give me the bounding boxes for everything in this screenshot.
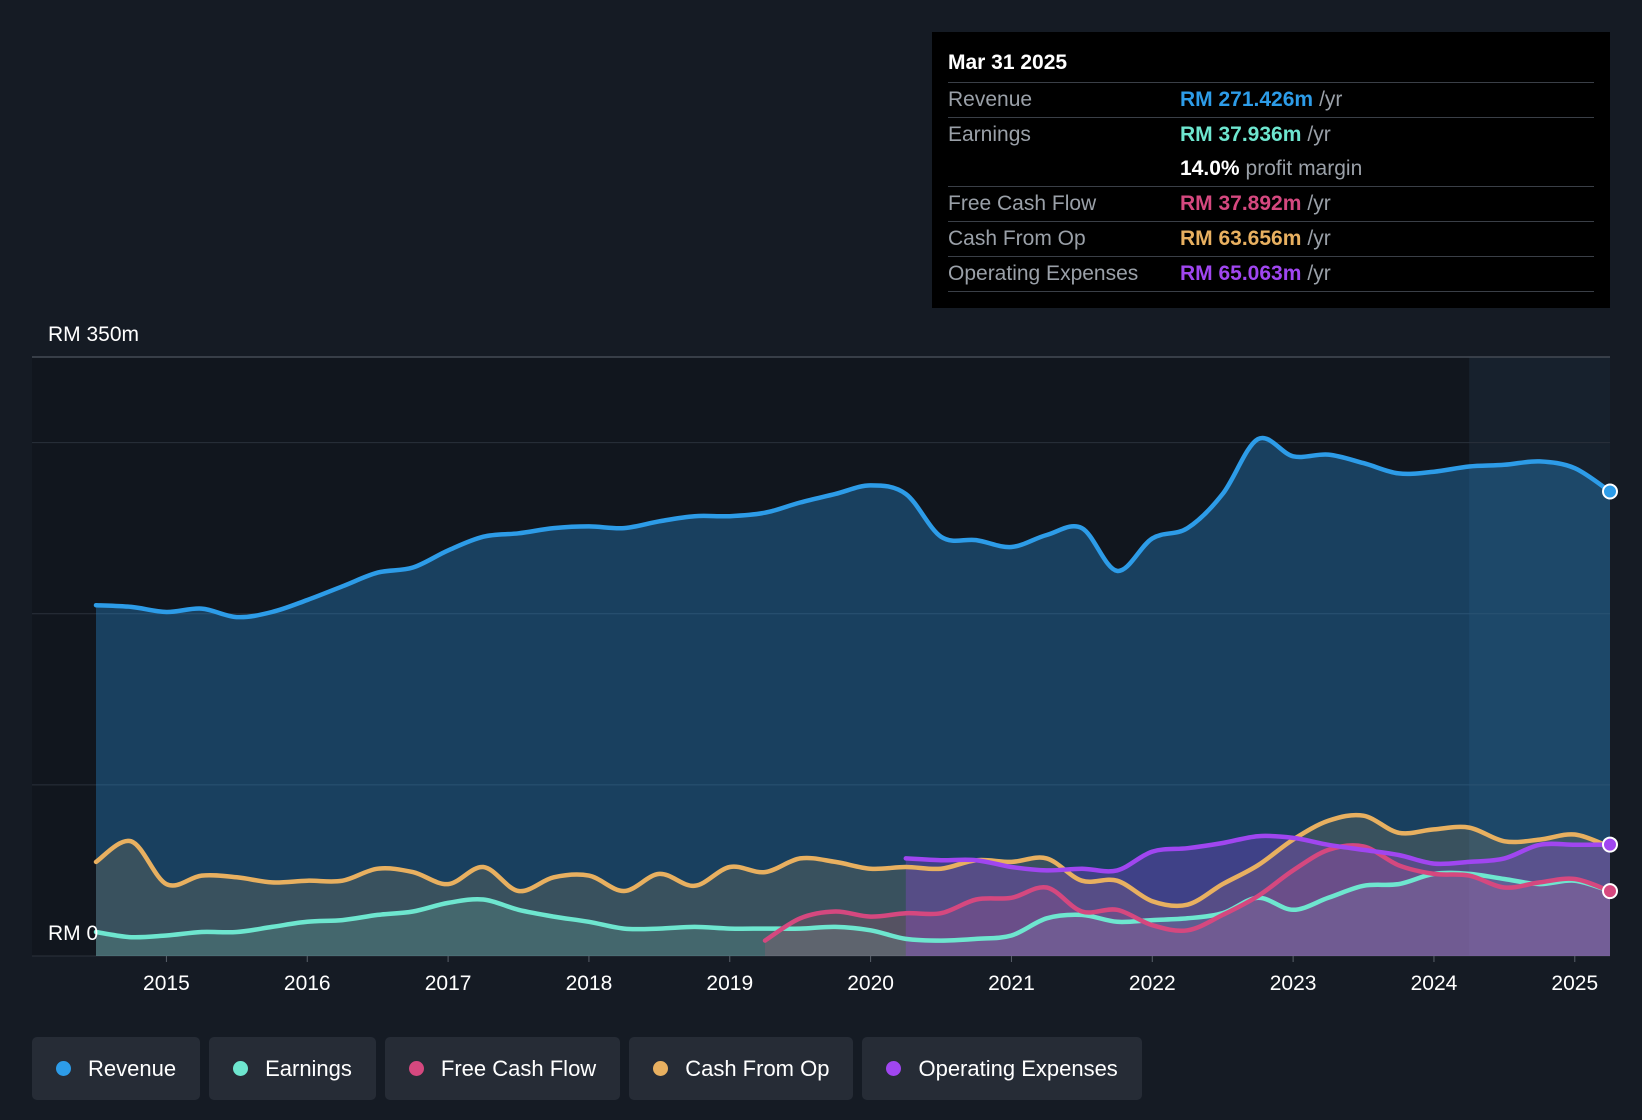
tooltip-unit: /yr <box>1307 192 1331 215</box>
tooltip-row-earnings: Earnings RM 37.936m /yr <box>948 118 1594 152</box>
series-area-revenue <box>96 437 1610 956</box>
tooltip-label: Cash From Op <box>948 227 1086 250</box>
tooltip-label: Revenue <box>948 88 1033 111</box>
tooltip-unit: /yr <box>1307 123 1331 146</box>
past-region <box>32 357 1470 956</box>
series-line-earnings <box>93 870 1613 943</box>
legend-label: Revenue <box>88 1055 177 1081</box>
legend-label: Free Cash Flow <box>440 1055 597 1081</box>
x-tick-label: 2024 <box>1411 972 1458 995</box>
x-tick-label: 2020 <box>847 972 894 995</box>
x-tick-label: 2022 <box>1129 972 1176 995</box>
tooltip-value: RM 65.063m <box>1180 262 1302 285</box>
legend-dot-icon <box>233 1061 249 1076</box>
end-marker-revenue <box>1602 483 1618 500</box>
tooltip-row-revenue: Revenue RM 271.426m /yr <box>948 83 1594 118</box>
legend: Revenue Earnings Free Cash Flow Cash Fro… <box>32 1037 1142 1100</box>
series-line-cash-from-op <box>93 812 1613 909</box>
x-tick-label: 2016 <box>284 972 331 995</box>
tooltip-panel: Mar 31 2025 Revenue RM 271.426m /yr Earn… <box>932 32 1610 308</box>
legend-label: Cash From Op <box>685 1055 830 1081</box>
tooltip-date: Mar 31 2025 <box>948 46 1594 83</box>
tooltip-unit: /yr <box>1319 88 1343 111</box>
legend-dot-icon <box>653 1061 669 1076</box>
legend-label: Operating Expenses <box>918 1055 1118 1081</box>
tooltip-label: Free Cash Flow <box>948 192 1097 215</box>
x-tick-label: 2021 <box>988 972 1035 995</box>
tooltip-value: RM 63.656m <box>1180 227 1302 250</box>
recent-region <box>1469 357 1610 956</box>
x-tick-label: 2025 <box>1551 972 1598 995</box>
tooltip-row-operating-expenses: Operating Expenses RM 65.063m /yr <box>948 257 1594 292</box>
legend-dot-icon <box>56 1061 71 1076</box>
series-line-free-cash-flow <box>762 843 1613 943</box>
legend-item-free-cash-flow[interactable]: Free Cash Flow <box>384 1037 621 1100</box>
legend-item-earnings[interactable]: Earnings <box>209 1037 376 1100</box>
tooltip-value: RM 271.426m <box>1180 88 1314 111</box>
x-tick-label: 2017 <box>425 972 472 995</box>
tooltip-row-free-cash-flow: Free Cash Flow RM 37.892m /yr <box>948 187 1594 222</box>
end-marker-free-cash-flow <box>1602 883 1618 900</box>
tooltip-label: Operating Expenses <box>948 262 1139 285</box>
legend-dot-icon <box>408 1061 424 1076</box>
x-tick-label: 2023 <box>1270 972 1317 995</box>
tooltip-unit: /yr <box>1307 262 1331 285</box>
series-area-earnings <box>96 872 1610 956</box>
x-tick-label: 2015 <box>143 972 190 995</box>
y-axis-label-top: RM 350m <box>48 323 139 346</box>
tooltip-row-margin: 14.0% profit margin <box>948 152 1594 187</box>
series-line-revenue <box>93 435 1613 620</box>
legend-label: Earnings <box>265 1055 352 1081</box>
series-area-cash-from-op <box>96 815 1610 956</box>
x-tick-label: 2018 <box>566 972 613 995</box>
series-line-operating-expenses <box>903 833 1613 874</box>
legend-item-cash-from-op[interactable]: Cash From Op <box>629 1037 854 1100</box>
x-tick-label: 2019 <box>706 972 753 995</box>
legend-dot-icon <box>886 1061 902 1076</box>
tooltip-value: RM 37.892m <box>1180 192 1302 215</box>
profit-margin-label: profit margin <box>1245 157 1363 180</box>
tooltip-row-cash-from-op: Cash From Op RM 63.656m /yr <box>948 222 1594 257</box>
tooltip-label: Earnings <box>948 123 1031 146</box>
profit-margin-value: 14.0% <box>1180 157 1240 180</box>
legend-item-operating-expenses[interactable]: Operating Expenses <box>862 1037 1142 1100</box>
tooltip-unit: /yr <box>1307 227 1331 250</box>
legend-item-revenue[interactable]: Revenue <box>32 1037 201 1100</box>
y-axis-label-bottom: RM 0 <box>48 922 98 945</box>
tooltip-value: RM 37.936m <box>1180 123 1302 146</box>
end-marker-operating-expenses <box>1602 836 1618 853</box>
series-area-free-cash-flow <box>765 845 1610 956</box>
